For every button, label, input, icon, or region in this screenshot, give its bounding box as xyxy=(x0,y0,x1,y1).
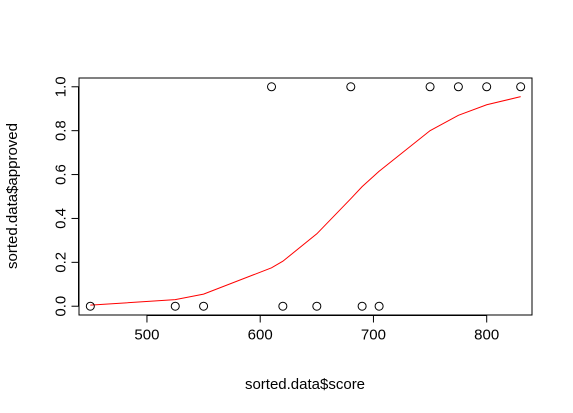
data-point xyxy=(453,82,463,92)
data-point xyxy=(357,301,367,311)
data-point xyxy=(267,82,277,92)
y-axis: 0.0 0.2 0.4 0.6 0.8 1.0 xyxy=(53,76,79,317)
y-tick-label: 0.8 xyxy=(53,120,70,141)
y-axis-title: sorted.data$approved xyxy=(4,123,21,269)
x-axis-title: sorted.data$score xyxy=(245,376,365,393)
x-tick-label: 700 xyxy=(361,327,386,344)
y-tick-label: 0.2 xyxy=(53,252,70,273)
data-point xyxy=(85,301,95,311)
data-point xyxy=(199,301,209,311)
fitted-curve xyxy=(90,96,521,306)
y-tick-label: 1.0 xyxy=(53,76,70,97)
data-point xyxy=(170,301,180,311)
data-point xyxy=(374,301,384,311)
data-point xyxy=(516,82,526,92)
x-tick-label: 800 xyxy=(474,327,499,344)
data-point xyxy=(482,82,492,92)
y-tick-label: 0.0 xyxy=(53,296,70,317)
x-axis: 500 600 700 800 xyxy=(134,315,499,344)
data-point xyxy=(278,301,288,311)
y-tick-label: 0.4 xyxy=(53,208,70,229)
data-points xyxy=(85,82,526,311)
fitted-curve-line xyxy=(90,96,521,306)
x-tick-label: 600 xyxy=(248,327,273,344)
data-point xyxy=(425,82,435,92)
data-point xyxy=(312,301,322,311)
x-tick-label: 500 xyxy=(134,327,159,344)
data-point xyxy=(346,82,356,92)
y-tick-label: 0.6 xyxy=(53,164,70,185)
